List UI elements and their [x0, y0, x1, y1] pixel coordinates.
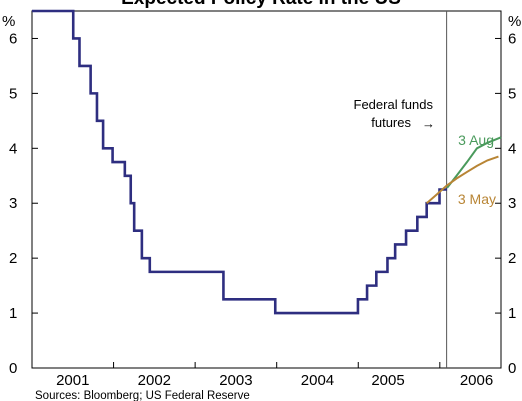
x-tick-label: 2004 [301, 372, 334, 389]
x-tick-label: 2002 [138, 372, 171, 389]
y-tick-label-right: 5 [508, 85, 516, 102]
series-group [32, 9, 502, 315]
y-tick-label-left: 0 [9, 360, 17, 377]
x-tick-label: 2001 [56, 372, 89, 389]
y-tick-label-left: 4 [9, 140, 17, 157]
y-tick-label-left: 6 [9, 30, 17, 47]
x-tick-label: 2005 [371, 372, 404, 389]
series-line-0 [32, 9, 448, 315]
chart-title: Expected Policy Rate in the US [121, 0, 401, 9]
series-line-1 [446, 136, 502, 189]
x-tick-label: 2003 [219, 372, 252, 389]
y-tick-label-left: 5 [9, 85, 17, 102]
y-tick-label-left: 1 [9, 305, 17, 322]
annotation-arrow: → [422, 116, 435, 131]
y-tick-label-right: 4 [508, 140, 516, 157]
y-tick-label-right: 0 [508, 360, 516, 377]
series-line-2 [426, 155, 499, 204]
y-axis-right: 0 1 2 3 4 5 6 [495, 30, 516, 377]
y-tick-label-right: 2 [508, 250, 516, 267]
source-note: Sources: Bloomberg; US Federal Reserve [35, 390, 250, 401]
y-unit-left: % [2, 13, 15, 30]
plot-frame [31, 10, 502, 369]
y-tick-label-right: 3 [508, 195, 516, 212]
annotation-line1: Federal funds [354, 97, 434, 112]
x-tick-label: 2006 [460, 372, 493, 389]
y-unit-right: % [508, 13, 521, 30]
y-axis-left: 0 1 2 3 4 5 6 [9, 30, 38, 377]
y-tick-label-left: 3 [9, 195, 17, 212]
y-tick-label-right: 6 [508, 30, 516, 47]
x-axis: 2001 2002 2003 2004 2005 2006 [56, 362, 493, 389]
series-label-3may: 3 May [458, 191, 496, 207]
annotation-line2: futures [371, 115, 411, 130]
series-label-3aug: 3 Aug [458, 132, 494, 148]
y-tick-label-left: 2 [9, 250, 17, 267]
futures-annotation: Federal funds futures → [354, 97, 436, 131]
y-tick-label-right: 1 [508, 305, 516, 322]
